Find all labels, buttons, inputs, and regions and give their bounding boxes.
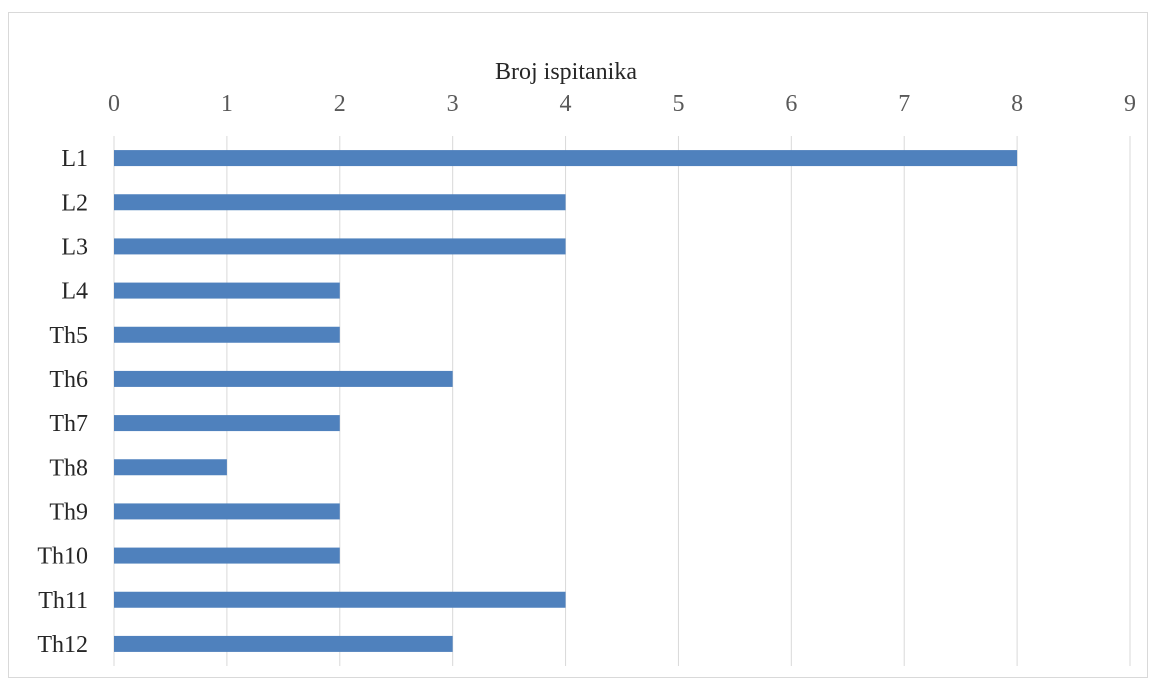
- x-axis-title: Broj ispitanika: [495, 59, 637, 85]
- x-tick-label: 9: [1124, 91, 1136, 117]
- bar-th11: [114, 591, 566, 608]
- bar-th12: [114, 635, 453, 652]
- bar-l4: [114, 282, 340, 299]
- category-label-th5: Th5: [49, 323, 88, 349]
- x-tick-label: 5: [672, 91, 684, 117]
- x-tick-label: 8: [1011, 91, 1023, 117]
- x-tick-label: 2: [334, 91, 346, 117]
- x-tick-label: 3: [447, 91, 459, 117]
- chart-frame: [8, 12, 1148, 678]
- category-label-th7: Th7: [49, 411, 88, 437]
- bar-l1: [114, 150, 1018, 167]
- category-label-l2: L2: [61, 190, 88, 216]
- bar-l3: [114, 238, 566, 255]
- category-label-th9: Th9: [49, 499, 88, 525]
- bar-th6: [114, 370, 453, 387]
- bar-th10: [114, 547, 340, 564]
- category-label-l4: L4: [61, 279, 88, 305]
- x-tick-label: 4: [560, 91, 572, 117]
- category-label-th12: Th12: [37, 632, 88, 658]
- category-label-l3: L3: [61, 234, 88, 260]
- category-label-th8: Th8: [49, 455, 88, 481]
- x-tick-label: 0: [108, 91, 120, 117]
- x-tick-label: 7: [898, 91, 910, 117]
- category-label-th11: Th11: [38, 588, 88, 614]
- x-tick-label: 1: [221, 91, 233, 117]
- category-label-th10: Th10: [37, 544, 88, 570]
- bar-th5: [114, 326, 340, 343]
- bar-th8: [114, 459, 227, 476]
- bar-l2: [114, 194, 566, 211]
- x-axis-ticks: 0 1 2 3 4 5 6 7 8 9: [108, 91, 1136, 117]
- gridlines: [113, 136, 1131, 666]
- bar-th9: [114, 503, 340, 520]
- category-labels: L1 L2 L3 L4 Th5 Th6 Th7 Th8 Th9 Th10 Th11 Th12: [37, 146, 88, 658]
- bars: [114, 150, 1018, 652]
- bar-th7: [114, 415, 340, 432]
- x-tick-label: 6: [785, 91, 797, 117]
- category-label-th6: Th6: [49, 367, 88, 393]
- category-label-l1: L1: [61, 146, 88, 172]
